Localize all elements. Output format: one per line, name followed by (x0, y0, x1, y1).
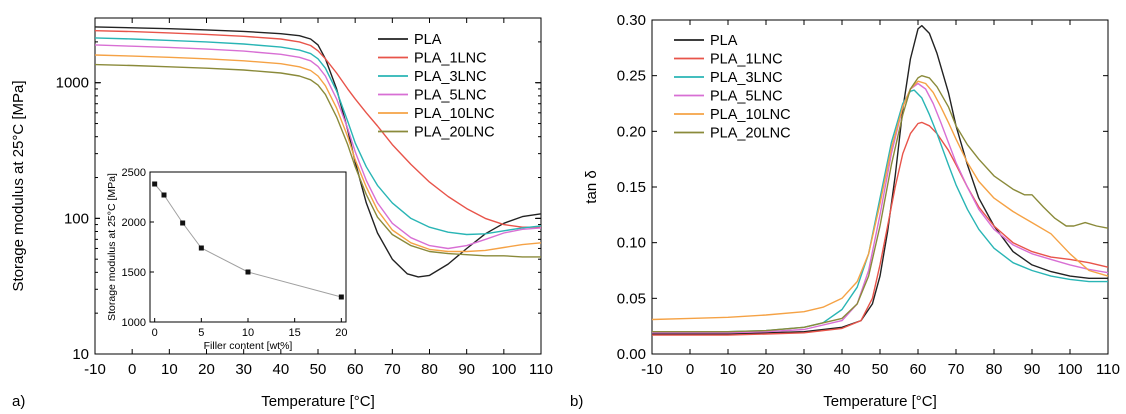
x-tick-label: 90 (1024, 361, 1041, 378)
inset-background (100, 155, 350, 345)
inset-x-tick-label: 20 (335, 327, 347, 339)
series-line-pla-10lnc (651, 80, 1109, 321)
inset-y-tick-label: 2500 (122, 167, 146, 179)
x-tick-label: 30 (796, 361, 813, 378)
panel-a-y-axis-label: Storage modulus at 25°C [MPa] (10, 80, 27, 291)
inset-x-tick-label: 5 (198, 327, 204, 339)
x-tick-label: 0 (686, 361, 694, 378)
y-tick-label: 0.15 (617, 179, 646, 196)
legend-label: PLA_5LNC (414, 88, 487, 104)
x-tick-label: 20 (198, 361, 215, 378)
x-tick-label: 60 (347, 361, 364, 378)
inset-y-tick-label: 2000 (122, 217, 146, 229)
inset-y-axis-label: Storage modulus at 25°C [MPa] (106, 173, 118, 321)
y-tick-label: 10 (72, 346, 89, 363)
panel-b-legend: PLA PLA_1LNC PLA_3LNC PLA_5LNC PLA_10LNC PLA_… (674, 33, 791, 142)
legend-label: PLA_3LNC (414, 69, 487, 85)
x-tick-label: 80 (986, 361, 1003, 378)
inset-y-tick-label: 1500 (122, 267, 146, 279)
inset-data-point (161, 192, 167, 198)
y-tick-label: 0.10 (617, 235, 646, 252)
y-tick-label: 0.05 (617, 290, 646, 307)
legend-label: PLA_20LNC (414, 125, 495, 141)
x-tick-label: 80 (421, 361, 438, 378)
inset-x-tick-label: 0 (152, 327, 158, 339)
panel-b-label: b) (570, 393, 583, 410)
legend-label: PLA_5LNC (710, 89, 783, 105)
series-line-pla-1lnc (652, 121, 1109, 336)
x-tick-label: 100 (491, 361, 516, 378)
x-tick-label: 60 (910, 361, 927, 378)
series-line-pla-5lnc (652, 82, 1109, 334)
x-tick-label: 0 (128, 361, 136, 378)
y-tick-label: 1000 (56, 75, 89, 92)
x-tick-label: 40 (272, 361, 289, 378)
series-line-pla-1lnc (94, 30, 541, 228)
x-tick-label: -10 (84, 361, 106, 378)
x-tick-label: 100 (1057, 361, 1082, 378)
panel-b-x-axis-label: Temperature [°C] (823, 393, 937, 410)
legend-label: PLA_10LNC (710, 107, 791, 123)
legend-label: PLA_10LNC (414, 106, 495, 122)
x-tick-label: 10 (720, 361, 737, 378)
series-line-pla-20lnc (652, 75, 1109, 333)
panel-a-inset: 0 5 10 15 20 1000 1500 2000 2500 Filler content … (100, 155, 350, 352)
series-line-pla-5lnc (94, 44, 542, 250)
x-tick-label: 50 (872, 361, 889, 378)
x-tick-label: -10 (641, 361, 663, 378)
x-tick-label: 90 (458, 361, 475, 378)
series-line-pla-10lnc (94, 54, 542, 253)
inset-x-axis-label: Filler content [wt%] (204, 340, 293, 352)
inset-data-point (152, 181, 158, 187)
x-tick-label: 110 (529, 361, 553, 378)
inset-y-tick-label: 1000 (122, 317, 146, 329)
panel-b-chart: -10 0 10 20 30 40 50 60 70 80 90 100 110 0.00 0.05 0.10… (570, 12, 1120, 410)
x-tick-label: 40 (834, 361, 851, 378)
y-tick-label: 0.00 (617, 346, 646, 363)
y-tick-label: 0.20 (617, 123, 646, 140)
panel-a-legend: PLA PLA_1LNC PLA_3LNC PLA_5LNC PLA_10LNC PLA_… (378, 32, 495, 141)
x-tick-label: 30 (235, 361, 252, 378)
inset-data-point (245, 269, 251, 275)
x-tick-label: 70 (384, 361, 401, 378)
x-tick-label: 20 (758, 361, 775, 378)
inset-x-tick-label: 15 (289, 327, 301, 339)
x-tick-label: 110 (1096, 361, 1120, 378)
y-tick-label: 0.25 (617, 68, 646, 85)
series-line-pla (652, 24, 1108, 335)
inset-data-point (338, 294, 344, 300)
panel-a-label: a) (12, 393, 25, 410)
y-tick-label: 100 (64, 210, 89, 227)
legend-label: PLA (710, 33, 738, 49)
legend-label: PLA_20LNC (710, 126, 791, 142)
y-tick-label: 0.30 (617, 12, 646, 29)
x-tick-label: 50 (310, 361, 327, 378)
legend-label: PLA_3LNC (710, 70, 783, 86)
series-line-pla-3lnc (94, 37, 542, 236)
inset-data-point (180, 220, 186, 226)
x-tick-label: 70 (948, 361, 965, 378)
x-tick-label: 10 (161, 361, 178, 378)
inset-data-point (198, 245, 204, 251)
legend-label: PLA_1LNC (710, 52, 783, 68)
legend-label: PLA_1LNC (414, 51, 487, 67)
legend-label: PLA (414, 32, 442, 48)
inset-x-tick-label: 10 (242, 327, 254, 339)
series-line-pla (94, 26, 542, 278)
panel-b-y-axis-label: tan δ (583, 170, 600, 203)
series-line-pla-20lnc (94, 63, 541, 258)
panel-a-x-axis-label: Temperature [°C] (261, 393, 375, 410)
